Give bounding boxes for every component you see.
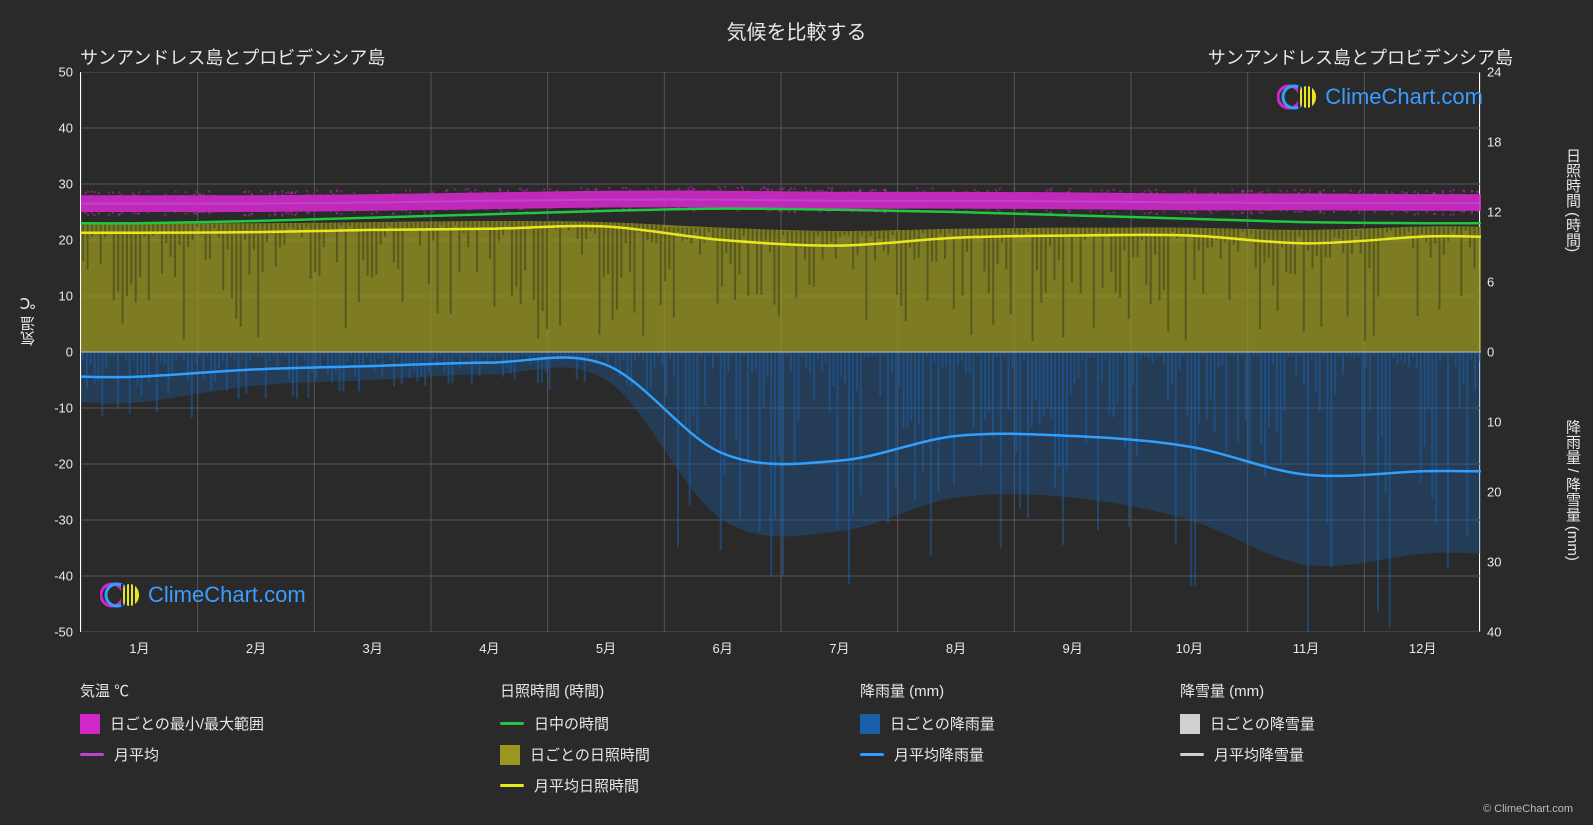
legend-item: 月平均降雪量: [1180, 744, 1480, 765]
ytick-left: -30: [33, 513, 73, 528]
legend-item-label: 日ごとの最小/最大範囲: [110, 713, 264, 734]
legend-group: 降雨量 (mm) 日ごとの降雨量月平均降雨量: [860, 680, 1160, 796]
subtitle-left: サンアンドレス島とプロビデンシア島: [80, 44, 385, 70]
legend-item-label: 月平均: [114, 744, 159, 765]
xtick: 5月: [596, 638, 616, 657]
xtick: 8月: [946, 638, 966, 657]
y-axis-right-top-label: 日照時間 (時間): [1562, 148, 1583, 252]
ytick-left: -10: [33, 401, 73, 416]
legend-swatch-line: [860, 753, 884, 756]
legend-head: 降雨量 (mm): [860, 680, 1160, 701]
ytick-right: 30: [1487, 555, 1527, 570]
xtick: 10月: [1176, 638, 1203, 657]
ytick-right: 10: [1487, 415, 1527, 430]
legend-swatch-block: [1180, 714, 1200, 734]
xtick: 9月: [1063, 638, 1083, 657]
legend-item: 日ごとの降雨量: [860, 713, 1160, 734]
ytick-right: 20: [1487, 485, 1527, 500]
rain-band: [81, 352, 1481, 566]
legend-group: 降雪量 (mm) 日ごとの降雪量月平均降雪量: [1180, 680, 1480, 796]
ytick-right: 12: [1487, 205, 1527, 220]
xtick: 6月: [713, 638, 733, 657]
ytick-right: 0: [1487, 345, 1527, 360]
xtick: 7月: [829, 638, 849, 657]
legend-group: 日照時間 (時間) 日中の時間日ごとの日照時間月平均日照時間: [500, 680, 840, 796]
legend-item-label: 日ごとの日照時間: [530, 744, 650, 765]
legend-swatch-block: [80, 714, 100, 734]
legend-item-label: 日中の時間: [534, 713, 609, 734]
watermark-text: ClimeChart.com: [148, 582, 306, 608]
xtick: 12月: [1409, 638, 1436, 657]
ytick-left: 20: [33, 233, 73, 248]
ytick-left: -50: [33, 625, 73, 640]
watermark-logo-top: ClimeChart.com: [1277, 82, 1483, 112]
legend-head: 降雪量 (mm): [1180, 680, 1480, 701]
ytick-right: 18: [1487, 135, 1527, 150]
legend-head: 気温 ℃: [80, 680, 480, 701]
legend-head: 日照時間 (時間): [500, 680, 840, 701]
xtick: 1月: [129, 638, 149, 657]
ytick-left: 30: [33, 177, 73, 192]
legend-swatch-block: [860, 714, 880, 734]
chart-title: 気候を比較する: [0, 16, 1593, 45]
legend-group: 気温 ℃ 日ごとの最小/最大範囲月平均: [80, 680, 480, 796]
watermark-text: ClimeChart.com: [1325, 84, 1483, 110]
legend-item: 日ごとの最小/最大範囲: [80, 713, 480, 734]
xtick: 2月: [246, 638, 266, 657]
legend-item: 月平均日照時間: [500, 775, 840, 796]
legend-item: 日ごとの降雪量: [1180, 713, 1480, 734]
plot-svg: [81, 72, 1481, 632]
subtitle-right: サンアンドレス島とプロビデンシア島: [1208, 44, 1513, 70]
ytick-right: 24: [1487, 65, 1527, 80]
ytick-left: -20: [33, 457, 73, 472]
ytick-left: 40: [33, 121, 73, 136]
legend-item-label: 日ごとの降雪量: [1210, 713, 1315, 734]
ytick-left: 0: [33, 345, 73, 360]
chart-root: 気候を比較する サンアンドレス島とプロビデンシア島 サンアンドレス島とプロビデン…: [0, 0, 1593, 825]
xtick: 11月: [1293, 638, 1320, 657]
legend-item-label: 月平均降雪量: [1214, 744, 1304, 765]
y-axis-right-bot-label: 降雨量 / 降雪量 (mm): [1562, 419, 1583, 561]
ytick-left: 50: [33, 65, 73, 80]
legend-item: 月平均降雨量: [860, 744, 1160, 765]
xtick: 4月: [479, 638, 499, 657]
legend-swatch-line: [500, 784, 524, 787]
watermark-logo-bottom: ClimeChart.com: [100, 580, 306, 610]
legend-swatch-block: [500, 745, 520, 765]
plot-area: 50403020100-10-20-30-40-5024181260102030…: [80, 72, 1480, 632]
ytick-left: -40: [33, 569, 73, 584]
legend-item-label: 日ごとの降雨量: [890, 713, 995, 734]
legend-item-label: 月平均降雨量: [894, 744, 984, 765]
copyright: © ClimeChart.com: [1483, 803, 1573, 815]
legend-item: 月平均: [80, 744, 480, 765]
legend-swatch-line: [1180, 753, 1204, 756]
legend: 気温 ℃ 日ごとの最小/最大範囲月平均 日照時間 (時間) 日中の時間日ごとの日照時間…: [80, 680, 1500, 796]
legend-item: 日ごとの日照時間: [500, 744, 840, 765]
ytick-right: 40: [1487, 625, 1527, 640]
legend-item-label: 月平均日照時間: [534, 775, 639, 796]
legend-swatch-line: [80, 753, 104, 756]
ytick-left: 10: [33, 289, 73, 304]
legend-item: 日中の時間: [500, 713, 840, 734]
xtick: 3月: [363, 638, 383, 657]
ytick-right: 6: [1487, 275, 1527, 290]
legend-swatch-line: [500, 722, 524, 725]
